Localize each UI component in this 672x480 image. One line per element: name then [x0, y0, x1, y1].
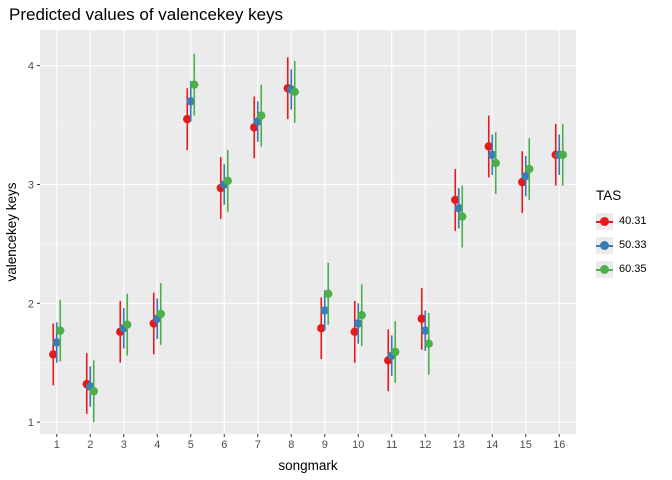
chart-title: Predicted values of valencekey keys [9, 5, 284, 24]
y-tick-label: 4 [28, 61, 34, 73]
x-axis-title: songmark [278, 458, 338, 473]
x-tick-label: 5 [188, 439, 194, 451]
x-tick-label: 8 [288, 439, 294, 451]
data-point [317, 324, 326, 333]
data-point [491, 158, 500, 168]
legend-label: 50.33 [619, 239, 647, 251]
legend-label: 40.31 [619, 215, 647, 227]
x-tick-label: 16 [553, 439, 565, 451]
legend-key [596, 212, 613, 230]
legend: TAS 40.31 50.33 60.35 [596, 188, 647, 281]
x-tick-label: 3 [121, 439, 127, 451]
legend-title: TAS [596, 188, 622, 203]
data-point [558, 150, 567, 159]
x-tick-label: 2 [87, 439, 93, 451]
data-point [324, 289, 333, 298]
data-point [56, 326, 65, 335]
legend-item-50-33: 50.33 [596, 233, 647, 257]
x-tick-label: 11 [386, 439, 397, 451]
data-point [290, 87, 299, 96]
data-point [421, 326, 430, 335]
data-point [458, 212, 467, 221]
y-tick-label: 1 [28, 417, 34, 429]
data-point [190, 80, 199, 89]
data-point [183, 114, 192, 124]
data-point [357, 310, 366, 320]
data-point [350, 327, 359, 337]
x-tick-label: 15 [520, 439, 532, 451]
legend-label: 60.35 [619, 263, 647, 275]
y-tick-label: 2 [28, 298, 34, 310]
plot-panel [40, 30, 576, 434]
data-point [484, 142, 493, 151]
data-point [454, 204, 463, 213]
y-tick-label: 3 [28, 179, 34, 191]
legend-key [596, 260, 613, 278]
data-point [257, 111, 266, 120]
x-tick-label: 4 [154, 439, 160, 451]
data-point [52, 338, 61, 347]
data-point [488, 150, 497, 159]
data-point [354, 319, 363, 328]
x-tick-label: 12 [419, 439, 431, 451]
data-point [320, 306, 329, 315]
data-point [451, 195, 460, 205]
data-point [424, 339, 433, 348]
data-point [123, 320, 132, 329]
x-tick-label: 14 [486, 439, 498, 451]
data-layer [49, 53, 567, 423]
y-axis-title: valencekey keys [4, 182, 19, 281]
data-point [156, 309, 165, 319]
data-point [417, 314, 426, 323]
data-point [49, 350, 58, 359]
x-tick-label: 10 [352, 439, 364, 451]
data-point [521, 171, 530, 181]
data-point [525, 164, 534, 174]
data-point [391, 347, 400, 357]
grid-lines [40, 30, 576, 434]
legend-item-40-31: 40.31 [596, 209, 647, 233]
series-60-35 [56, 53, 567, 423]
x-tick-label: 1 [54, 439, 60, 451]
x-tick-label: 6 [221, 439, 227, 451]
data-point [89, 387, 98, 396]
legend-key [596, 236, 613, 254]
data-point [186, 97, 195, 106]
data-point [223, 176, 232, 186]
legend-item-60-35: 60.35 [596, 257, 647, 281]
x-tick-label: 9 [322, 439, 328, 451]
x-tick-label: 13 [453, 439, 465, 451]
x-tick-label: 7 [255, 439, 261, 451]
series-40-31 [49, 57, 560, 414]
